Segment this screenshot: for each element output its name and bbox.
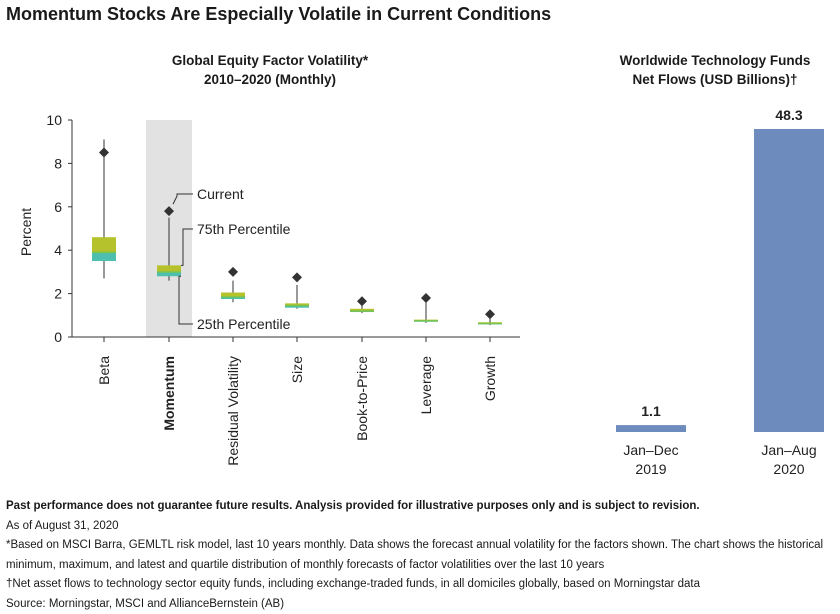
current-marker <box>421 293 431 303</box>
y-tick-label: 2 <box>54 286 62 302</box>
current-marker <box>357 296 367 306</box>
current-marker <box>228 267 238 277</box>
flow-bar <box>616 425 686 432</box>
x-tick-label: Book-to-Price <box>354 356 370 441</box>
bar-category-label-line2: 2020 <box>773 461 804 477</box>
bar-category-label-line1: Jan–Aug <box>761 442 816 458</box>
y-tick-label: 10 <box>46 112 62 128</box>
y-tick-label: 0 <box>54 329 62 345</box>
disclaimer-text: Past performance does not guarantee futu… <box>6 497 836 517</box>
x-tick-label: Leverage <box>418 356 434 415</box>
x-tick-label: Beta <box>96 356 112 385</box>
footnote-asterisk-line2: minimum, maximum, and latest and quartil… <box>6 556 836 576</box>
annotation-current: Current <box>197 186 244 202</box>
box-upper-quartile <box>92 237 116 252</box>
annotation-75th-percentile: 75th Percentile <box>197 221 291 237</box>
x-tick-label: Growth <box>482 356 498 401</box>
current-marker <box>292 272 302 282</box>
footnote-asterisk-line1: *Based on MSCI Barra, GEMLTL risk model,… <box>6 536 836 556</box>
y-axis-label: Percent <box>18 208 34 256</box>
x-tick-label: Momentum <box>161 356 177 431</box>
current-marker <box>99 148 109 158</box>
bar-category-label-line2: 2019 <box>635 461 666 477</box>
bar-category-label-line1: Jan–Dec <box>623 442 678 458</box>
source-text: Source: Morningstar, MSCI and AllianceBe… <box>6 595 836 614</box>
y-tick-label: 4 <box>54 242 62 258</box>
as-of-date: As of August 31, 2020 <box>6 517 836 537</box>
flow-bar <box>754 129 824 432</box>
box-lower-quartile <box>92 252 116 261</box>
annotation-25th-percentile: 25th Percentile <box>197 316 291 332</box>
footnote-dagger: †Net asset flows to technology sector eq… <box>6 575 836 595</box>
current-marker <box>485 309 495 319</box>
y-tick-label: 6 <box>54 199 62 215</box>
bar-value-label: 48.3 <box>775 107 802 123</box>
footnotes: Past performance does not guarantee futu… <box>6 497 836 614</box>
bar-value-label: 1.1 <box>641 403 661 419</box>
x-tick-label: Size <box>289 356 305 383</box>
x-tick-label: Residual Volatility <box>225 356 241 466</box>
y-tick-label: 8 <box>54 155 62 171</box>
box-upper-quartile <box>157 265 181 272</box>
